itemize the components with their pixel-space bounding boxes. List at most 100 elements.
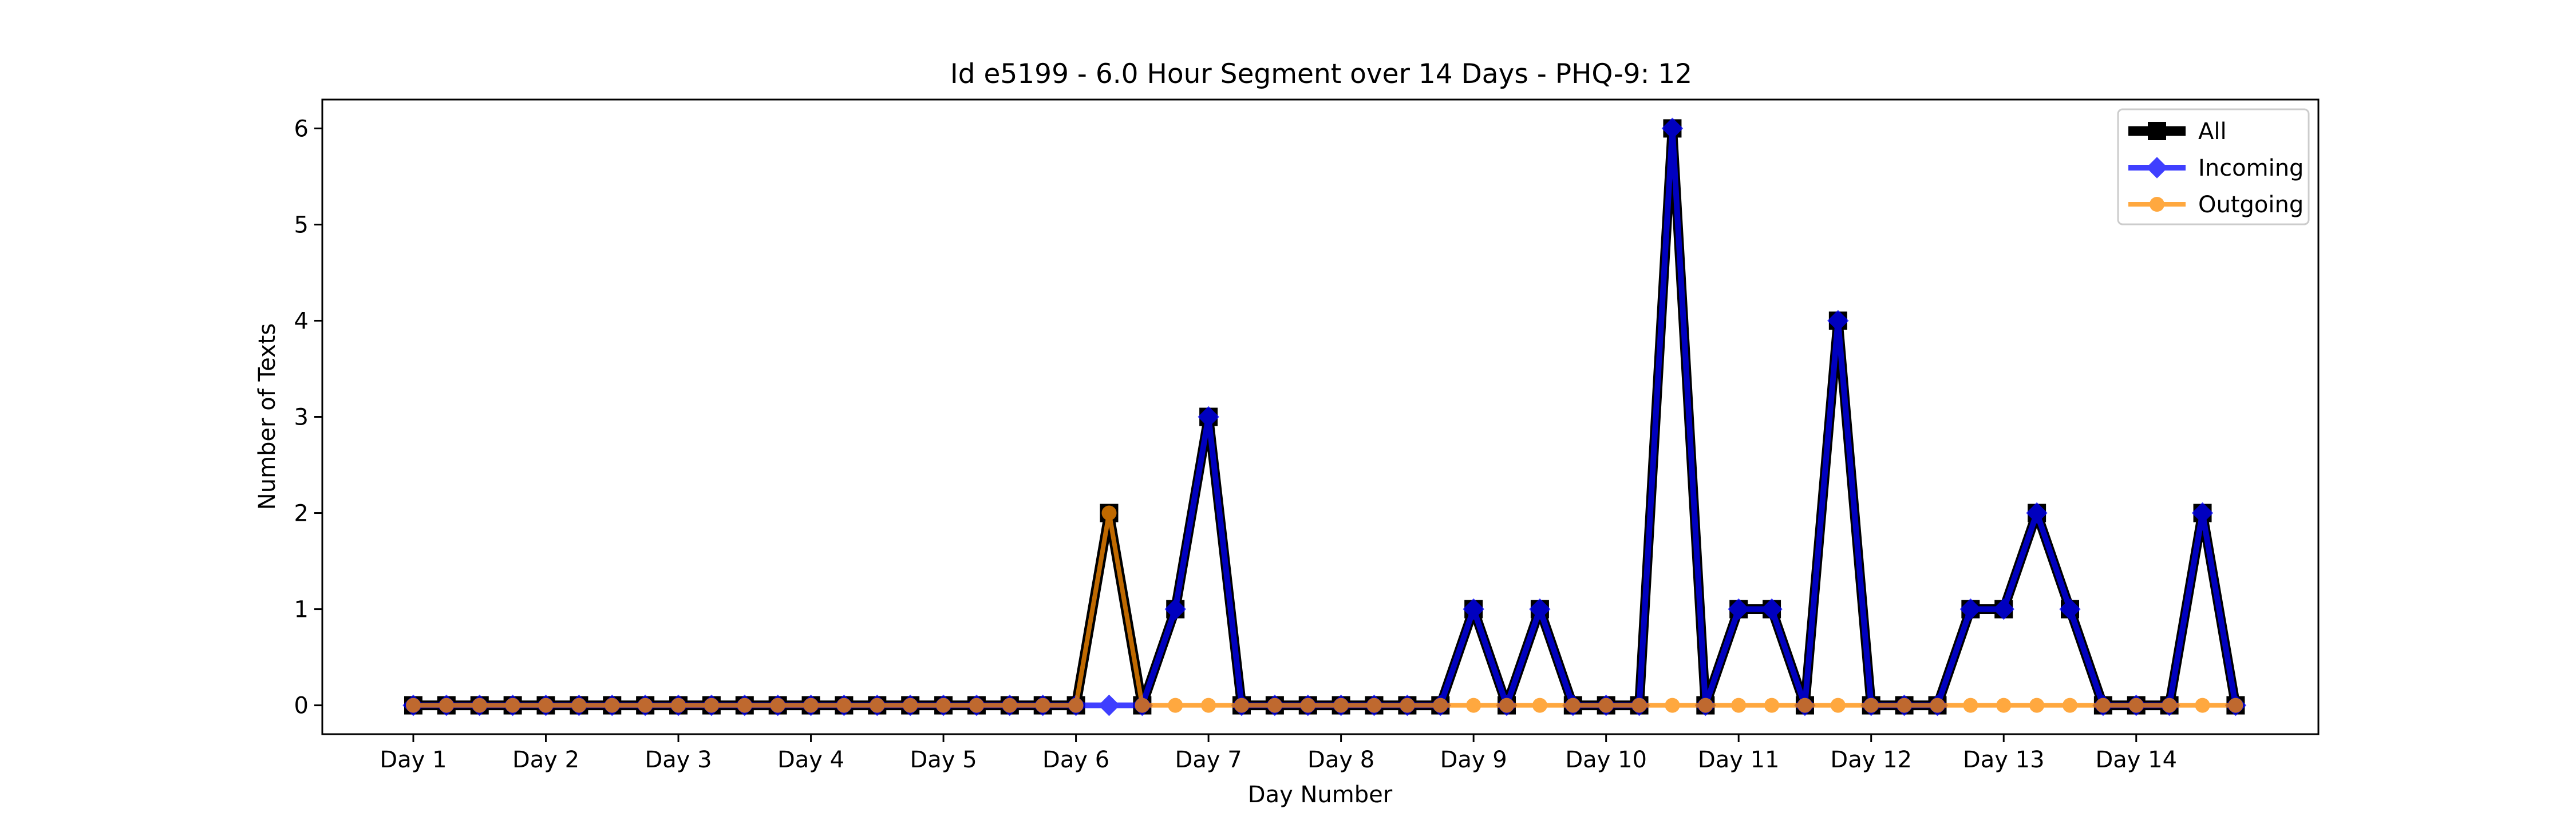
data-point-outgoing bbox=[2162, 698, 2177, 713]
data-point-outgoing bbox=[2128, 698, 2144, 713]
data-point-outgoing bbox=[1035, 698, 1050, 713]
data-point-incoming bbox=[1198, 406, 1219, 428]
data-point-outgoing bbox=[1400, 698, 1415, 713]
data-point-incoming bbox=[1728, 598, 1749, 620]
y-tick-label: 3 bbox=[294, 405, 309, 431]
y-tick-label: 4 bbox=[294, 308, 309, 334]
data-point-outgoing bbox=[505, 698, 520, 713]
data-point-outgoing bbox=[2228, 698, 2243, 713]
data-point-outgoing bbox=[770, 698, 785, 713]
data-point-incoming bbox=[2026, 502, 2048, 524]
plot-area bbox=[402, 117, 2247, 716]
data-point-incoming bbox=[2191, 502, 2214, 524]
legend-entry bbox=[2128, 197, 2186, 212]
legend-marker bbox=[2146, 157, 2168, 179]
data-point-outgoing bbox=[1731, 698, 1747, 713]
data-point-outgoing bbox=[2063, 698, 2077, 713]
x-tick-label: Day 11 bbox=[1698, 747, 1780, 773]
data-point-outgoing bbox=[1996, 698, 2012, 713]
chart-title: Id e5199 - 6.0 Hour Segment over 14 Days… bbox=[950, 58, 1692, 90]
x-tick-label: Day 7 bbox=[1175, 747, 1242, 773]
y-tick-label: 6 bbox=[294, 116, 309, 142]
legend-entry bbox=[2128, 122, 2186, 140]
data-point-outgoing bbox=[1764, 698, 1780, 713]
x-tick-label: Day 14 bbox=[2095, 747, 2177, 773]
data-point-outgoing bbox=[704, 698, 719, 713]
x-tick-label: Day 1 bbox=[380, 747, 447, 773]
x-axis-label: Day Number bbox=[1248, 782, 1393, 808]
data-point-outgoing bbox=[903, 698, 918, 713]
data-point-outgoing bbox=[1863, 698, 1879, 713]
data-point-outgoing bbox=[1963, 698, 1978, 713]
data-point-outgoing bbox=[1168, 698, 1183, 713]
data-point-incoming bbox=[2059, 598, 2081, 620]
data-point-outgoing bbox=[1002, 698, 1017, 713]
legend-entry bbox=[2128, 157, 2186, 179]
x-tick-label: Day 10 bbox=[1565, 747, 1647, 773]
data-point-outgoing bbox=[538, 698, 554, 713]
x-axis: Day 1 Day 2 Day 3 Day 4 Day 5 Day 6 Day 7 Day 8… bbox=[380, 734, 2177, 773]
data-point-outgoing bbox=[1300, 698, 1315, 713]
data-point-outgoing bbox=[406, 698, 421, 713]
data-point-outgoing bbox=[1234, 698, 1249, 713]
data-point-outgoing bbox=[1930, 698, 1945, 713]
series-all bbox=[404, 119, 2245, 715]
data-point-outgoing bbox=[1897, 698, 1912, 713]
data-point-outgoing bbox=[638, 698, 653, 713]
data-point-outgoing bbox=[870, 698, 885, 713]
data-point-incoming bbox=[1164, 598, 1186, 620]
data-point-outgoing bbox=[1565, 698, 1581, 713]
legend-label: All bbox=[2198, 118, 2227, 145]
data-point-outgoing bbox=[969, 698, 984, 713]
data-point-outgoing bbox=[1267, 698, 1282, 713]
data-point-outgoing bbox=[1499, 698, 1515, 713]
data-point-outgoing bbox=[1631, 698, 1647, 713]
data-point-outgoing bbox=[1333, 698, 1349, 713]
data-point-outgoing bbox=[2029, 698, 2045, 713]
legend-label: Outgoing bbox=[2198, 192, 2304, 218]
x-tick-label: Day 8 bbox=[1307, 747, 1374, 773]
data-point-incoming bbox=[1959, 598, 1982, 620]
plot-frame bbox=[321, 98, 2320, 735]
data-point-incoming bbox=[1098, 694, 1120, 716]
data-point-outgoing bbox=[1797, 698, 1812, 713]
data-point-outgoing bbox=[438, 698, 454, 713]
x-tick-label: Day 5 bbox=[910, 747, 977, 773]
data-point-outgoing bbox=[1366, 698, 1382, 713]
data-point-outgoing bbox=[1068, 698, 1084, 713]
x-tick-label: Day 12 bbox=[1830, 747, 1912, 773]
y-tick-label: 2 bbox=[294, 501, 309, 527]
y-axis-label: Number of Texts bbox=[254, 323, 280, 510]
y-tick-label: 5 bbox=[294, 212, 309, 238]
data-point-incoming bbox=[1463, 598, 1484, 620]
x-tick-label: Day 9 bbox=[1440, 747, 1507, 773]
data-point-outgoing bbox=[836, 698, 852, 713]
x-tick-label: Day 3 bbox=[645, 747, 712, 773]
data-point-outgoing bbox=[1201, 698, 1216, 713]
data-point-outgoing bbox=[605, 698, 620, 713]
data-point-outgoing bbox=[1665, 698, 1680, 713]
data-point-outgoing bbox=[671, 698, 686, 713]
x-tick-label: Day 2 bbox=[512, 747, 579, 773]
data-point-incoming bbox=[1661, 117, 1684, 140]
x-tick-label: Day 6 bbox=[1042, 747, 1109, 773]
data-point-outgoing bbox=[1466, 698, 1481, 713]
data-point-outgoing bbox=[2095, 698, 2111, 713]
x-tick-label: Day 13 bbox=[1963, 747, 2045, 773]
data-point-outgoing bbox=[1433, 698, 1448, 713]
data-point-outgoing bbox=[737, 698, 752, 713]
data-point-incoming bbox=[1827, 310, 1849, 332]
data-point-outgoing bbox=[1698, 698, 1713, 713]
data-point-outgoing bbox=[571, 698, 587, 713]
y-tick-label: 1 bbox=[294, 597, 309, 623]
series-line-all bbox=[413, 123, 2241, 711]
data-point-outgoing bbox=[1598, 698, 1614, 713]
data-point-outgoing bbox=[1830, 698, 1846, 713]
x-tick-label: Day 4 bbox=[777, 747, 844, 773]
series-outgoing bbox=[406, 505, 2243, 713]
data-point-outgoing bbox=[472, 698, 487, 713]
data-point-outgoing bbox=[1135, 698, 1150, 713]
y-tick-label: 0 bbox=[294, 693, 309, 719]
data-point-outgoing bbox=[1101, 505, 1117, 521]
